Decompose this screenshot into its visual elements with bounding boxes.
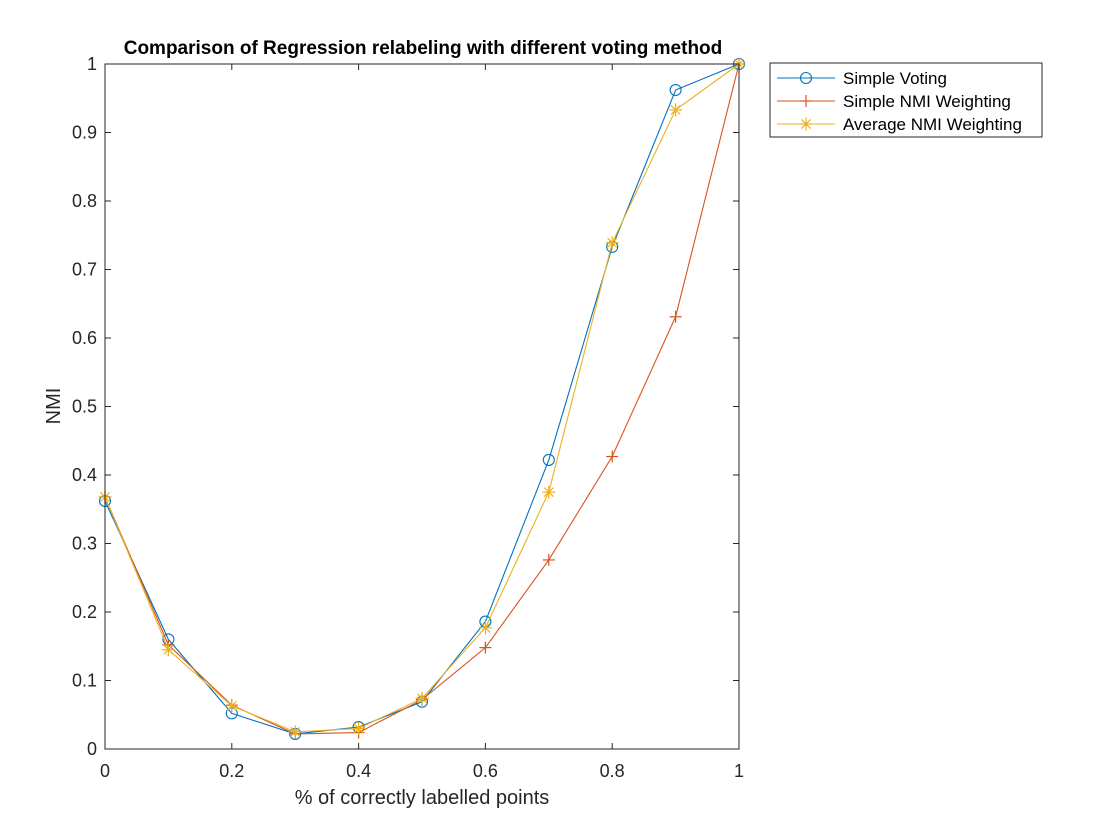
x-tick-label: 0.6 [473,761,498,781]
data-point-simple-nmi-weighting [669,310,682,323]
data-point-average-nmi-weighting [542,485,556,499]
chart-title: Comparison of Regression relabeling with… [124,38,723,59]
data-point-average-nmi-weighting [352,721,366,735]
data-point-simple-voting [669,83,682,97]
data-point-simple-nmi-weighting [479,641,492,654]
y-tick-label: 0.8 [72,191,97,211]
x-tick-label: 0.4 [346,761,371,781]
y-tick-label: 0.1 [72,671,97,691]
data-point-simple-nmi-weighting [606,450,619,463]
data-point-simple-nmi-weighting [542,553,555,566]
legend-label-simple-voting: Simple Voting [843,69,947,88]
x-tick-label: 0.8 [600,761,625,781]
legend: Simple Voting Simple NMI Weighting Avera… [769,62,1043,138]
y-axis-label: NMI [43,388,65,425]
legend-marker-average-nmi-weighting [799,117,813,131]
data-point-average-nmi-weighting [161,643,175,657]
data-point-average-nmi-weighting [288,725,302,739]
y-tick-label: 0.2 [72,602,97,622]
y-tick-label: 0.9 [72,123,97,143]
x-tick-label: 0.2 [219,761,244,781]
y-tick-label: 1 [87,54,97,74]
y-tick-label: 0.5 [72,397,97,417]
legend-label-average-nmi-weighting: Average NMI Weighting [843,115,1022,134]
data-point-average-nmi-weighting [478,621,492,635]
data-point-simple-voting [542,453,555,466]
x-tick-label: 0 [100,761,110,781]
data-point-average-nmi-weighting [669,103,683,117]
y-tick-label: 0.4 [72,465,97,485]
y-tick-label: 0.3 [72,534,97,554]
x-tick-label: 1 [734,761,744,781]
y-tick-labels: 0 0.1 0.2 0.3 0.4 0.5 0.6 0.7 0.8 0.9 1 [72,54,97,759]
legend-items [777,71,835,131]
x-tick-labels: 0 0.2 0.4 0.6 0.8 1 [100,761,744,781]
x-axis-label: % of correctly labelled points [295,787,550,809]
y-tick-label: 0.7 [72,260,97,280]
y-tick-label: 0.6 [72,328,97,348]
data-point-average-nmi-weighting [605,236,619,250]
plot-area [105,64,739,749]
legend-box [769,62,1043,138]
legend-marker-simple-nmi-weighting [800,95,812,107]
legend-marker-simple-voting [799,71,813,85]
data-point-average-nmi-weighting [415,691,429,705]
data-point-average-nmi-weighting [225,699,239,713]
plot-frame [104,63,740,750]
y-tick-label: 0 [87,739,97,759]
legend-label-simple-nmi-weighting: Simple NMI Weighting [843,92,1011,111]
